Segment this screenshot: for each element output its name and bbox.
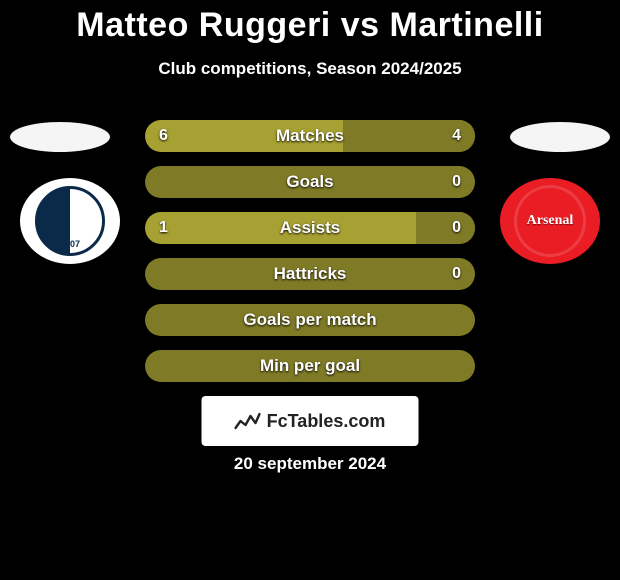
stat-row: Hattricks 0	[145, 258, 475, 290]
stat-row: Goals 0	[145, 166, 475, 198]
brand-box: FcTables.com	[202, 396, 419, 446]
comparison-card: Matteo Ruggeri vs Martinelli Club compet…	[0, 0, 620, 580]
bar-track	[145, 350, 475, 382]
stat-row: 1 Assists 0	[145, 212, 475, 244]
bar-track	[145, 166, 475, 198]
date-text: 20 september 2024	[0, 454, 620, 474]
bar-overlay	[416, 212, 475, 244]
bar-track	[145, 304, 475, 336]
page-subtitle: Club competitions, Season 2024/2025	[0, 59, 620, 79]
fctables-logo-icon	[235, 411, 261, 431]
bar-overlay	[343, 120, 475, 152]
stats-area: 6 Matches 4 Goals 0 1 Assists 0 Hattrick…	[0, 120, 620, 396]
stat-row: Min per goal	[145, 350, 475, 382]
brand-text: FcTables.com	[267, 411, 386, 432]
bar-track	[145, 258, 475, 290]
stat-row: Goals per match	[145, 304, 475, 336]
stat-row: 6 Matches 4	[145, 120, 475, 152]
page-title: Matteo Ruggeri vs Martinelli	[0, 0, 620, 45]
